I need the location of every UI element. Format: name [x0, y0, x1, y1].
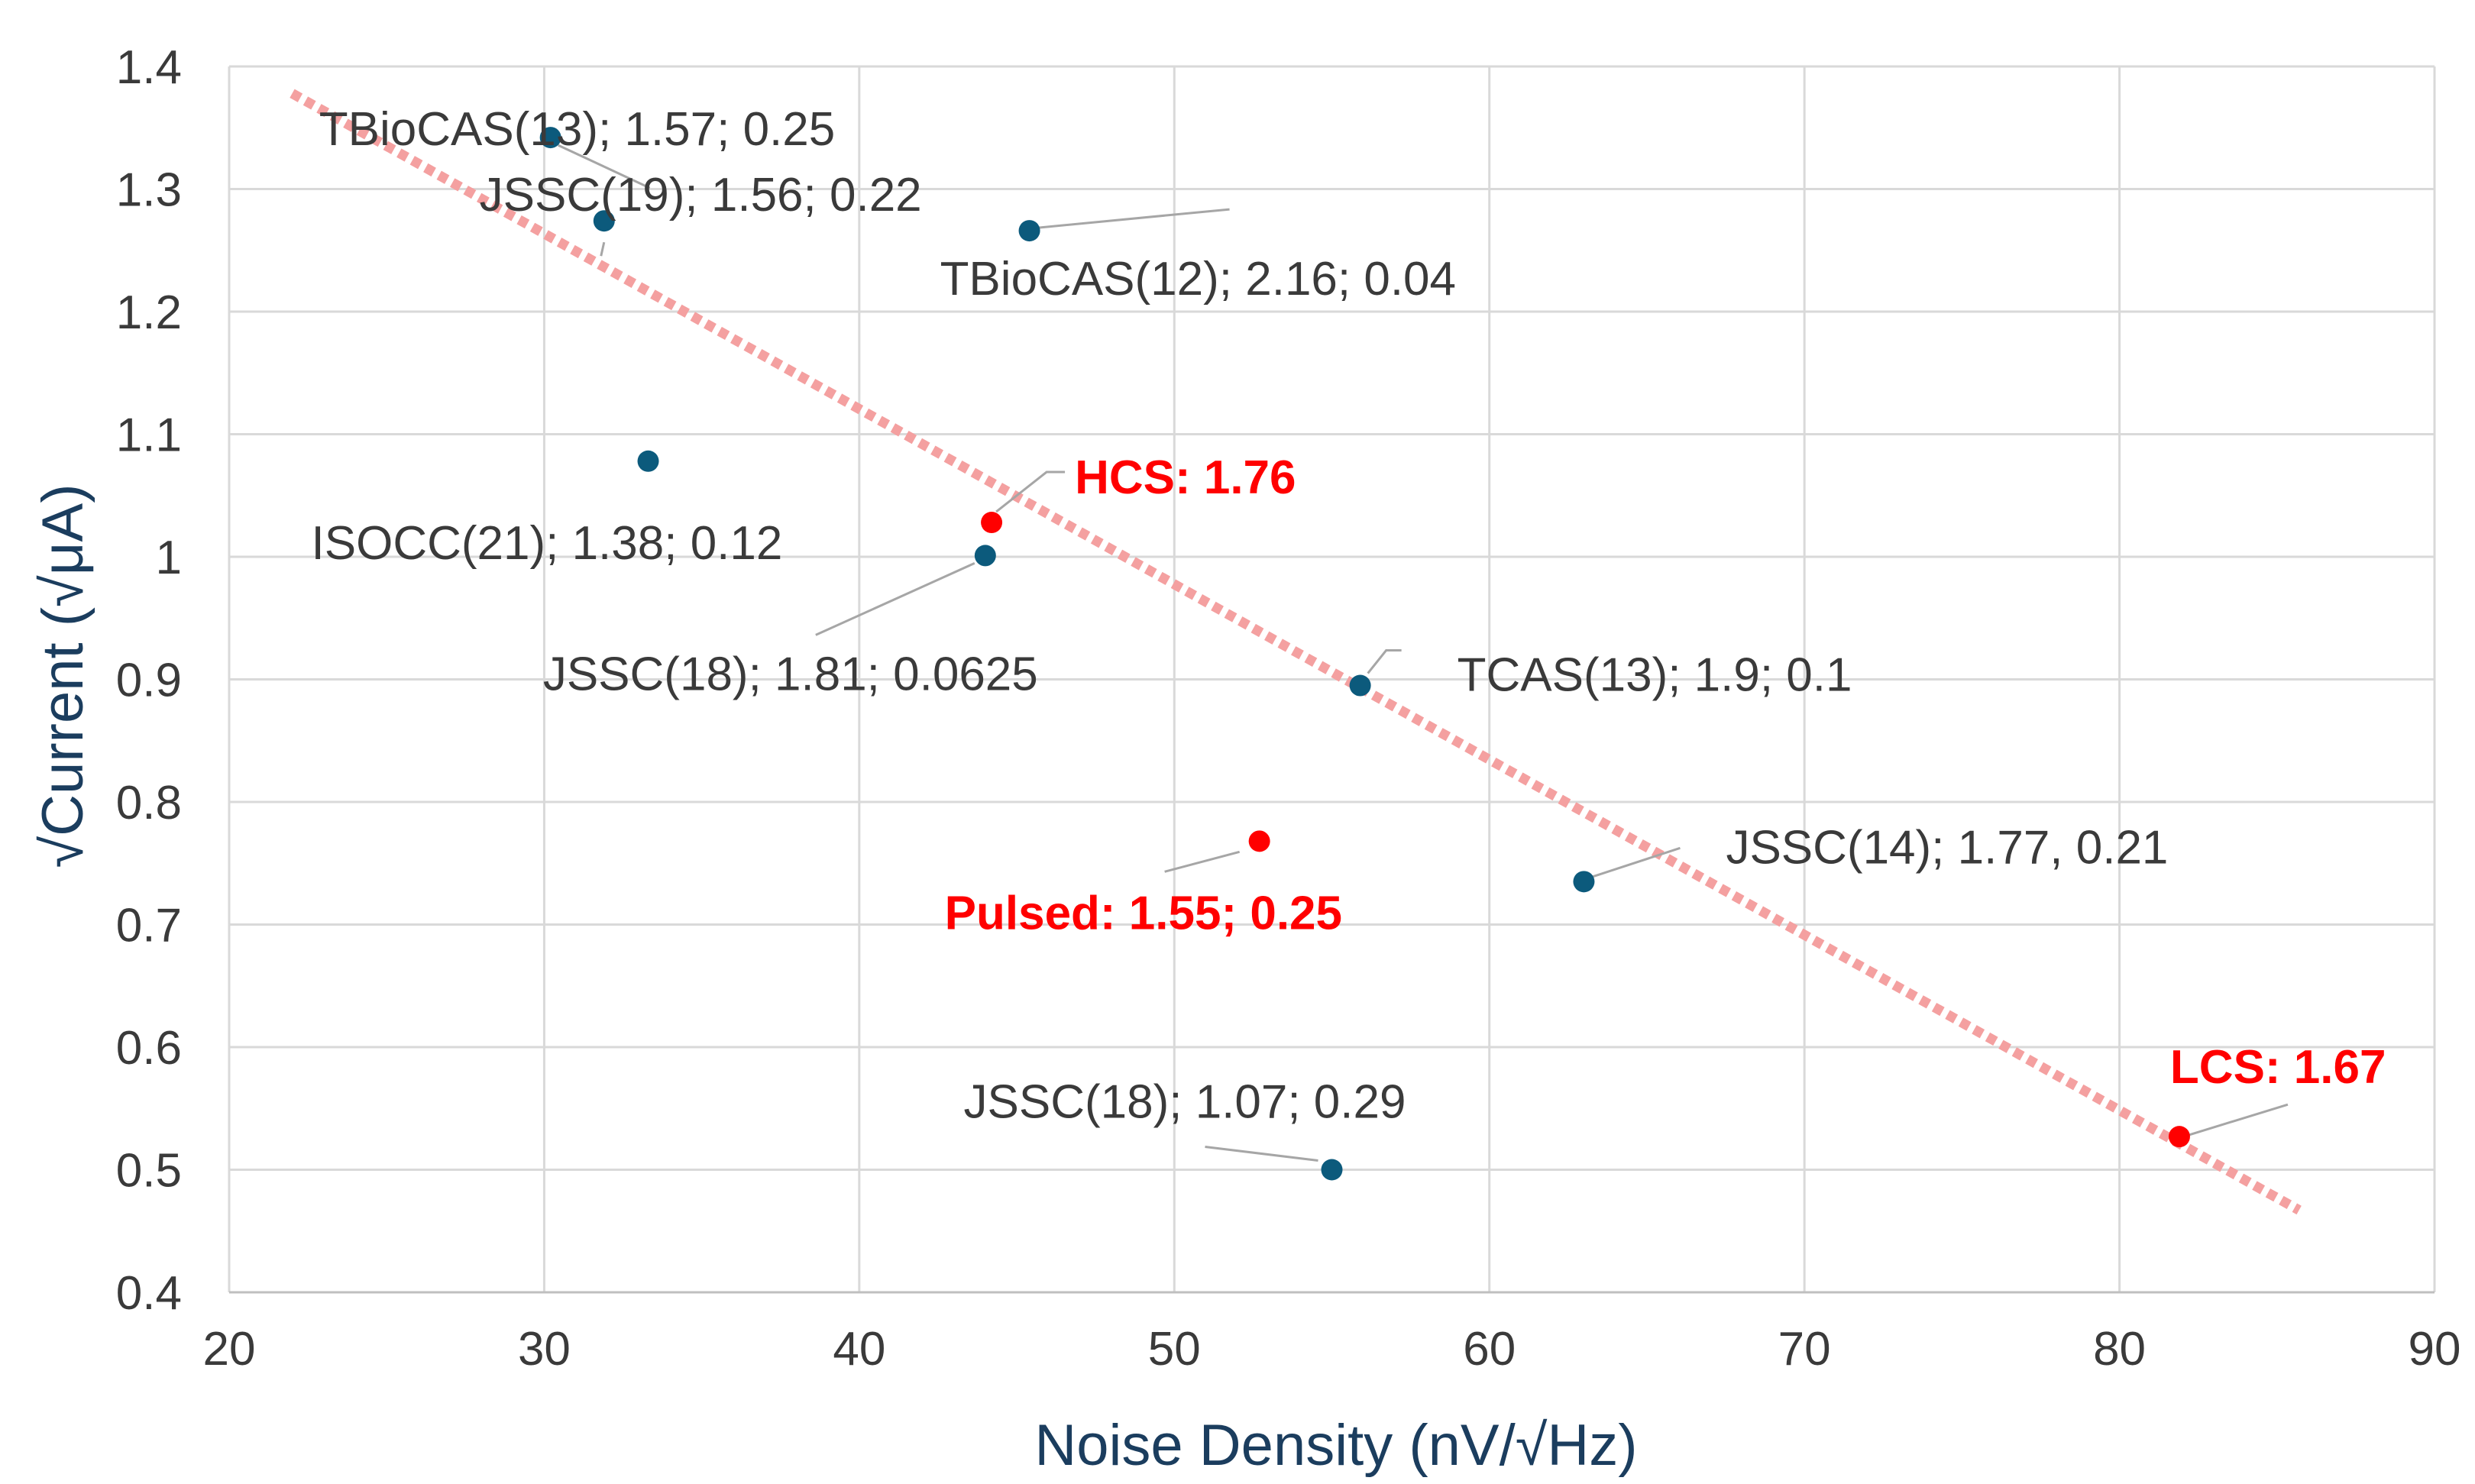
this-work-label: Pulsed: 1.55; 0.25	[945, 887, 1342, 939]
y-tick-label: 1.2	[116, 286, 182, 339]
y-tick-label: 0.5	[116, 1145, 182, 1198]
this-work-point	[1248, 830, 1270, 852]
prior-work-label: TCAS(13); 1.9; 0.1	[1458, 649, 1852, 702]
x-axis-title: Noise Density (nV/√Hz)	[1034, 1413, 1637, 1478]
leader-layer	[558, 144, 2289, 1162]
prior-work-label: TBioCAS(13); 1.57; 0.25	[319, 103, 835, 156]
leader-line	[1590, 846, 1681, 878]
leader-line	[558, 144, 651, 189]
x-tick-label: 30	[518, 1323, 571, 1376]
leader-line	[2188, 1103, 2289, 1136]
leader-line	[1205, 1146, 1318, 1162]
y-tick-label: 1.4	[116, 41, 182, 94]
prior-work-point	[974, 545, 996, 567]
x-tick-label: 50	[1148, 1323, 1201, 1376]
x-tick-label: 70	[1778, 1323, 1831, 1376]
prior-work-label: JSSC(14); 1.77, 0.21	[1726, 821, 2168, 874]
label-layer: JSSC(19); 1.56; 0.22 TBioCAS(13); 1.57; 0…	[312, 103, 2386, 1128]
grid-layer	[228, 65, 2436, 1294]
prior-work-point	[1349, 674, 1371, 697]
prior-work-point	[637, 450, 659, 472]
trendline	[290, 89, 2302, 1215]
y-tick-label: 0.7	[116, 900, 182, 952]
prior-work-point	[1018, 220, 1040, 242]
prior-work-point	[593, 210, 615, 232]
leader-line	[600, 241, 606, 257]
prior-work-label: JSSC(19); 1.56; 0.22	[480, 169, 922, 221]
leader-line	[995, 470, 1066, 513]
y-tick-label: 0.4	[116, 1267, 182, 1320]
axis-layer: 20 30 40 50 60 70 80 90 0.4 0.5 0.6 0.7 0.8 0.9 1 1.1 1.…	[116, 41, 2461, 1376]
y-axis-title: √Current (√μA)	[31, 483, 95, 868]
prior-work-label: ISOCC(21); 1.38; 0.12	[312, 517, 783, 570]
y-tick-label: 0.6	[116, 1022, 182, 1075]
prior-work-point	[1321, 1159, 1343, 1181]
y-tick-label: 0.9	[116, 655, 182, 707]
prior-work-label: JSSC(18); 1.81; 0.0625	[543, 648, 1038, 700]
x-tick-label: 60	[1463, 1323, 1516, 1376]
y-tick-label: 1.1	[116, 409, 182, 462]
prior-work-label: JSSC(18); 1.07; 0.29	[964, 1076, 1406, 1129]
y-tick-label: 1	[156, 532, 182, 584]
x-tick-label: 20	[203, 1323, 256, 1376]
this-work-point	[981, 512, 1003, 534]
point-layer	[539, 127, 2190, 1181]
leader-line	[1164, 850, 1241, 873]
leader-line	[1038, 208, 1230, 229]
this-work-label: LCS: 1.67	[2170, 1041, 2386, 1094]
prior-work-point	[539, 127, 561, 149]
x-tick-label: 80	[2093, 1323, 2146, 1376]
trend-layer	[290, 89, 2302, 1215]
leader-line	[1367, 649, 1402, 674]
prior-work-label: TBioCAS(12); 2.16; 0.04	[940, 253, 1456, 306]
this-work-label: HCS: 1.76	[1075, 451, 1296, 504]
leader-line	[815, 562, 975, 636]
y-tick-label: 0.8	[116, 777, 182, 829]
x-tick-label: 40	[833, 1323, 885, 1376]
x-tick-label: 90	[2409, 1323, 2461, 1376]
prior-work-point	[1573, 871, 1595, 893]
this-work-point	[2168, 1126, 2190, 1148]
y-tick-label: 1.3	[116, 164, 182, 217]
